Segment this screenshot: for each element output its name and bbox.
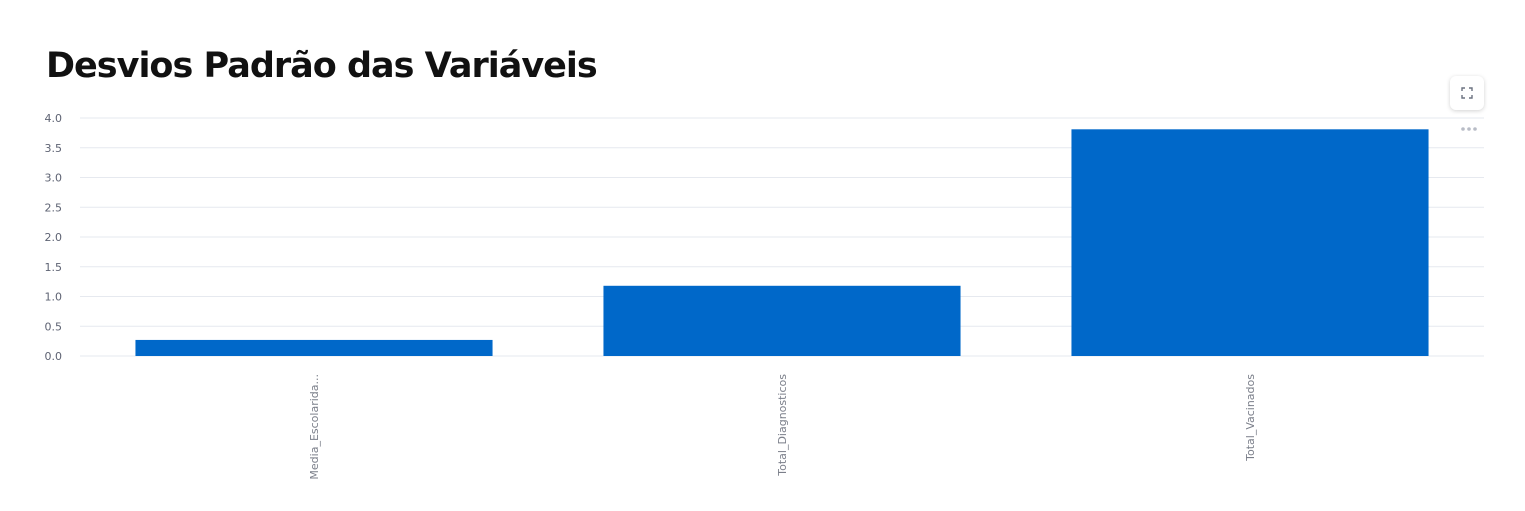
- x-tick-label: Total_Diagnosticos: [776, 374, 789, 477]
- y-tick-label: 1.0: [45, 291, 63, 304]
- ellipsis-icon: [1461, 127, 1477, 131]
- expand-icon: [1461, 87, 1473, 99]
- y-tick-label: 2.0: [45, 231, 63, 244]
- fullscreen-button[interactable]: [1450, 76, 1484, 110]
- y-tick-label: 2.5: [45, 201, 63, 214]
- y-tick-label: 0.5: [45, 320, 63, 333]
- y-tick-label: 0.0: [45, 350, 63, 363]
- y-tick-label: 1.5: [45, 261, 63, 274]
- y-tick-label: 4.0: [45, 112, 63, 125]
- bar-2[interactable]: [1071, 129, 1429, 356]
- x-tick-label: Total_Vacinados: [1244, 374, 1257, 462]
- more-options-button[interactable]: [1458, 121, 1480, 137]
- bar-1[interactable]: [603, 285, 961, 356]
- x-tick-label: Media_Escolarida...: [308, 374, 321, 480]
- bar-0[interactable]: [135, 339, 493, 356]
- y-tick-label: 3.0: [45, 172, 63, 185]
- y-tick-label: 3.5: [45, 142, 63, 155]
- page-title: Desvios Padrão das Variáveis: [46, 46, 598, 86]
